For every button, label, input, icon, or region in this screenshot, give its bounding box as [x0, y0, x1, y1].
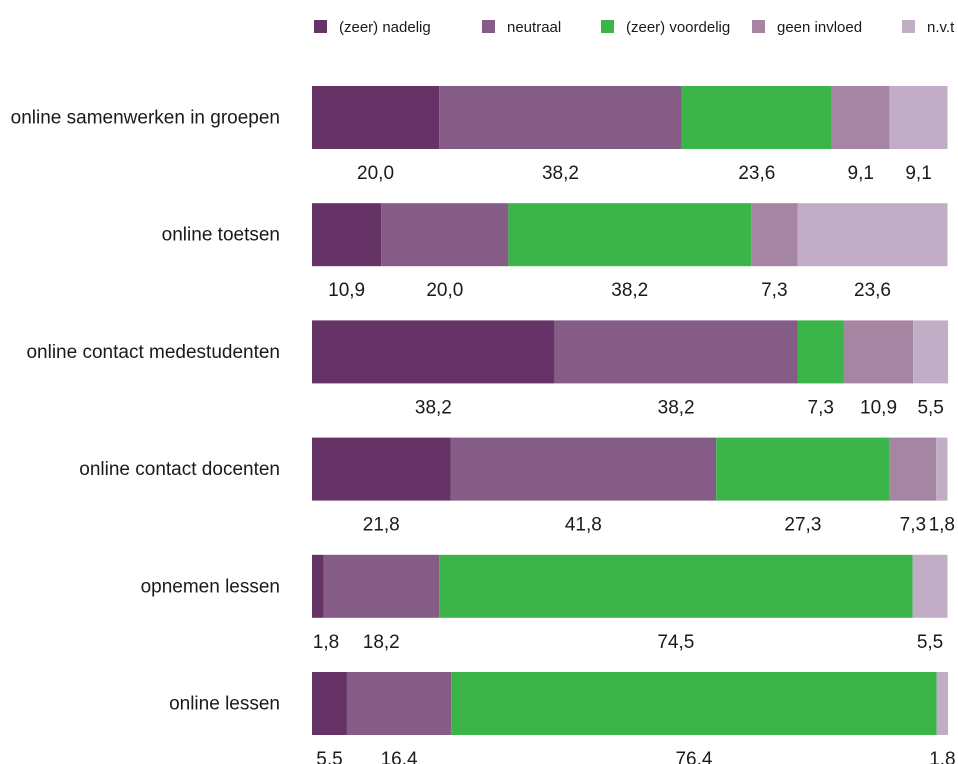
data-label: 20,0: [357, 163, 394, 184]
bar-segment: [450, 437, 717, 501]
legend-swatch: [601, 20, 614, 33]
data-label: 38,2: [415, 397, 452, 418]
legend-swatch: [482, 20, 495, 33]
data-label: 16,4: [381, 749, 418, 764]
data-label: 41,8: [565, 515, 602, 536]
bar-segment: [889, 86, 948, 149]
data-label: 27,3: [784, 515, 821, 536]
data-label: 1,8: [929, 749, 955, 764]
bar-segment: [843, 320, 914, 384]
data-label: 9,1: [848, 163, 874, 184]
data-label: 5,5: [917, 397, 943, 418]
data-label: 74,5: [657, 632, 694, 653]
bar-segment: [312, 672, 347, 735]
legend-label: (zeer) nadelig: [339, 19, 431, 36]
bar-segment: [312, 203, 382, 267]
bar-segment: [797, 320, 844, 384]
bar-segment: [312, 437, 451, 501]
legend-label: (zeer) voordelig: [626, 19, 730, 36]
bar-segment: [936, 437, 948, 501]
data-label: 7,3: [761, 280, 787, 301]
legend-label: neutraal: [507, 19, 561, 36]
bar-segment: [381, 203, 509, 267]
bar-segment: [797, 203, 948, 267]
legend: (zeer) nadelig neutraal (zeer) voordelig ge…: [314, 19, 955, 36]
legend-label: n.v.t: [927, 19, 955, 36]
bars: [312, 86, 949, 735]
category-label: online lessen: [169, 694, 280, 715]
bar-segment: [831, 86, 890, 149]
bar-segment: [751, 203, 798, 267]
legend-swatch: [314, 20, 327, 33]
category-label: opnemen lessen: [141, 576, 280, 597]
data-label: 10,9: [860, 397, 897, 418]
bar-segment: [913, 320, 949, 384]
category-labels: online samenwerken in groepen online toet…: [11, 108, 280, 715]
data-label: 38,2: [658, 397, 695, 418]
legend-swatch: [902, 20, 915, 33]
data-label: 38,2: [611, 280, 648, 301]
bar-segment: [936, 672, 949, 735]
bar-segment: [912, 554, 948, 618]
data-label: 10,9: [328, 280, 365, 301]
data-label: 7,3: [808, 397, 834, 418]
data-label: 9,1: [905, 163, 931, 184]
category-label: online toetsen: [162, 225, 280, 246]
bar-segment: [716, 437, 890, 501]
data-label: 21,8: [363, 515, 400, 536]
data-label: 5,5: [316, 749, 342, 764]
data-label: 23,6: [854, 280, 891, 301]
bar-segment: [312, 320, 555, 384]
data-label: 1,8: [313, 632, 339, 653]
data-label: 20,0: [426, 280, 463, 301]
data-label: 38,2: [542, 163, 579, 184]
bar-segment: [508, 203, 752, 267]
bar-segment: [312, 86, 440, 149]
bar-segment: [439, 86, 682, 149]
bar-segment: [439, 554, 913, 618]
data-label: 18,2: [363, 632, 400, 653]
legend-swatch: [752, 20, 765, 33]
data-labels: 20,0 38,2 23,6 9,1 9,1 10,9 20,0 38,2 7,3 23,6 38,…: [313, 163, 956, 764]
bar-segment: [323, 554, 440, 618]
category-label: online contact docenten: [79, 459, 280, 480]
category-label: online contact medestudenten: [26, 342, 280, 363]
legend-label: geen invloed: [777, 19, 862, 36]
bar-segment: [451, 672, 937, 735]
data-label: 1,8: [929, 515, 955, 536]
bar-segment: [554, 320, 798, 384]
data-label: 5,5: [917, 632, 943, 653]
bar-segment: [889, 437, 937, 501]
bar-segment: [312, 554, 324, 618]
data-label: 7,3: [900, 515, 926, 536]
data-label: 23,6: [738, 163, 775, 184]
data-label: 76,4: [675, 749, 712, 764]
bar-segment: [346, 672, 452, 735]
category-label: online samenwerken in groepen: [11, 108, 280, 129]
bar-segment: [681, 86, 832, 149]
